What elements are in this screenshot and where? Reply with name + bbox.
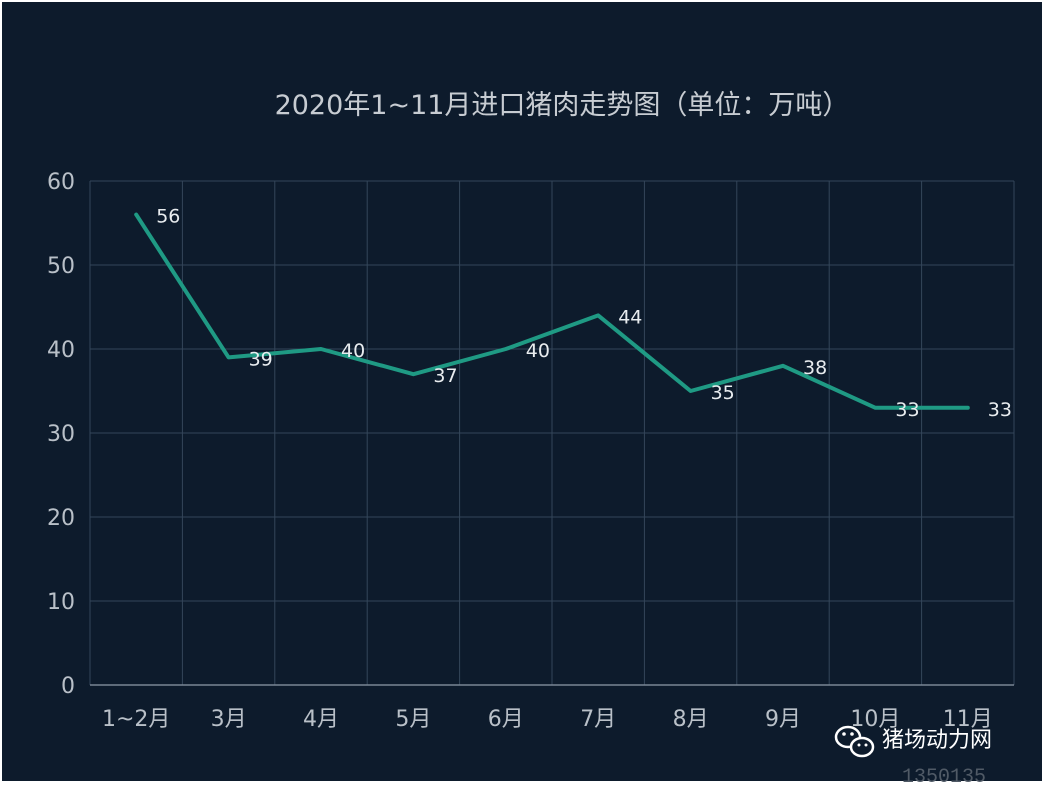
x-tick-label: 1~2月 — [102, 707, 170, 732]
watermark-text: 猪场动力网 — [882, 728, 992, 753]
watermark-code: 1350135 — [902, 766, 986, 785]
data-point — [781, 364, 785, 368]
data-label: 39 — [249, 348, 273, 370]
data-point — [596, 313, 600, 317]
x-tick-label: 5月 — [395, 707, 431, 732]
y-tick-label: 0 — [61, 674, 75, 699]
watermark: 猪场动力网 1350135 — [834, 725, 992, 785]
data-point — [689, 389, 693, 393]
data-point — [966, 406, 970, 410]
data-point — [227, 355, 231, 359]
data-label: 37 — [433, 365, 457, 387]
x-tick-label: 11月 — [943, 707, 993, 732]
x-tick-label: 10月 — [850, 707, 900, 732]
series-line — [134, 212, 970, 410]
x-tick-label: 9月 — [765, 707, 801, 732]
x-axis-ticks: 1~2月 3月 4月 5月 6月 7月 8月 9月 10月 11月 — [102, 707, 993, 732]
y-tick-label: 40 — [47, 338, 75, 363]
x-tick-label: 3月 — [211, 707, 247, 732]
y-tick-label: 50 — [47, 254, 75, 279]
y-axis-ticks: 0 10 20 30 40 50 60 — [47, 170, 75, 699]
data-label: 33 — [988, 399, 1012, 421]
x-tick-label: 4月 — [303, 707, 339, 732]
data-point — [411, 372, 415, 376]
chart-title: 2020年1~11月进口猪肉走势图（单位：万吨） — [275, 90, 850, 121]
data-label: 33 — [895, 399, 919, 421]
grid — [89, 180, 1015, 686]
data-point — [134, 213, 138, 217]
y-tick-label: 60 — [47, 170, 75, 195]
data-label: 56 — [156, 206, 180, 228]
data-point — [319, 347, 323, 351]
data-label: 44 — [618, 306, 642, 328]
x-tick-label: 6月 — [488, 707, 524, 732]
data-point — [873, 406, 877, 410]
y-tick-label: 20 — [47, 506, 75, 531]
y-tick-label: 10 — [47, 590, 75, 615]
x-tick-label: 8月 — [673, 707, 709, 732]
data-label: 40 — [526, 340, 550, 362]
x-tick-label: 7月 — [580, 707, 616, 732]
data-label: 38 — [803, 357, 827, 379]
y-tick-label: 30 — [47, 422, 75, 447]
data-label: 40 — [341, 340, 365, 362]
series-layer — [134, 212, 970, 410]
data-label: 35 — [711, 382, 735, 404]
data-point — [504, 347, 508, 351]
wechat-icon — [834, 725, 875, 758]
data-labels: 56 39 40 37 40 44 35 38 33 33 — [156, 206, 1012, 421]
